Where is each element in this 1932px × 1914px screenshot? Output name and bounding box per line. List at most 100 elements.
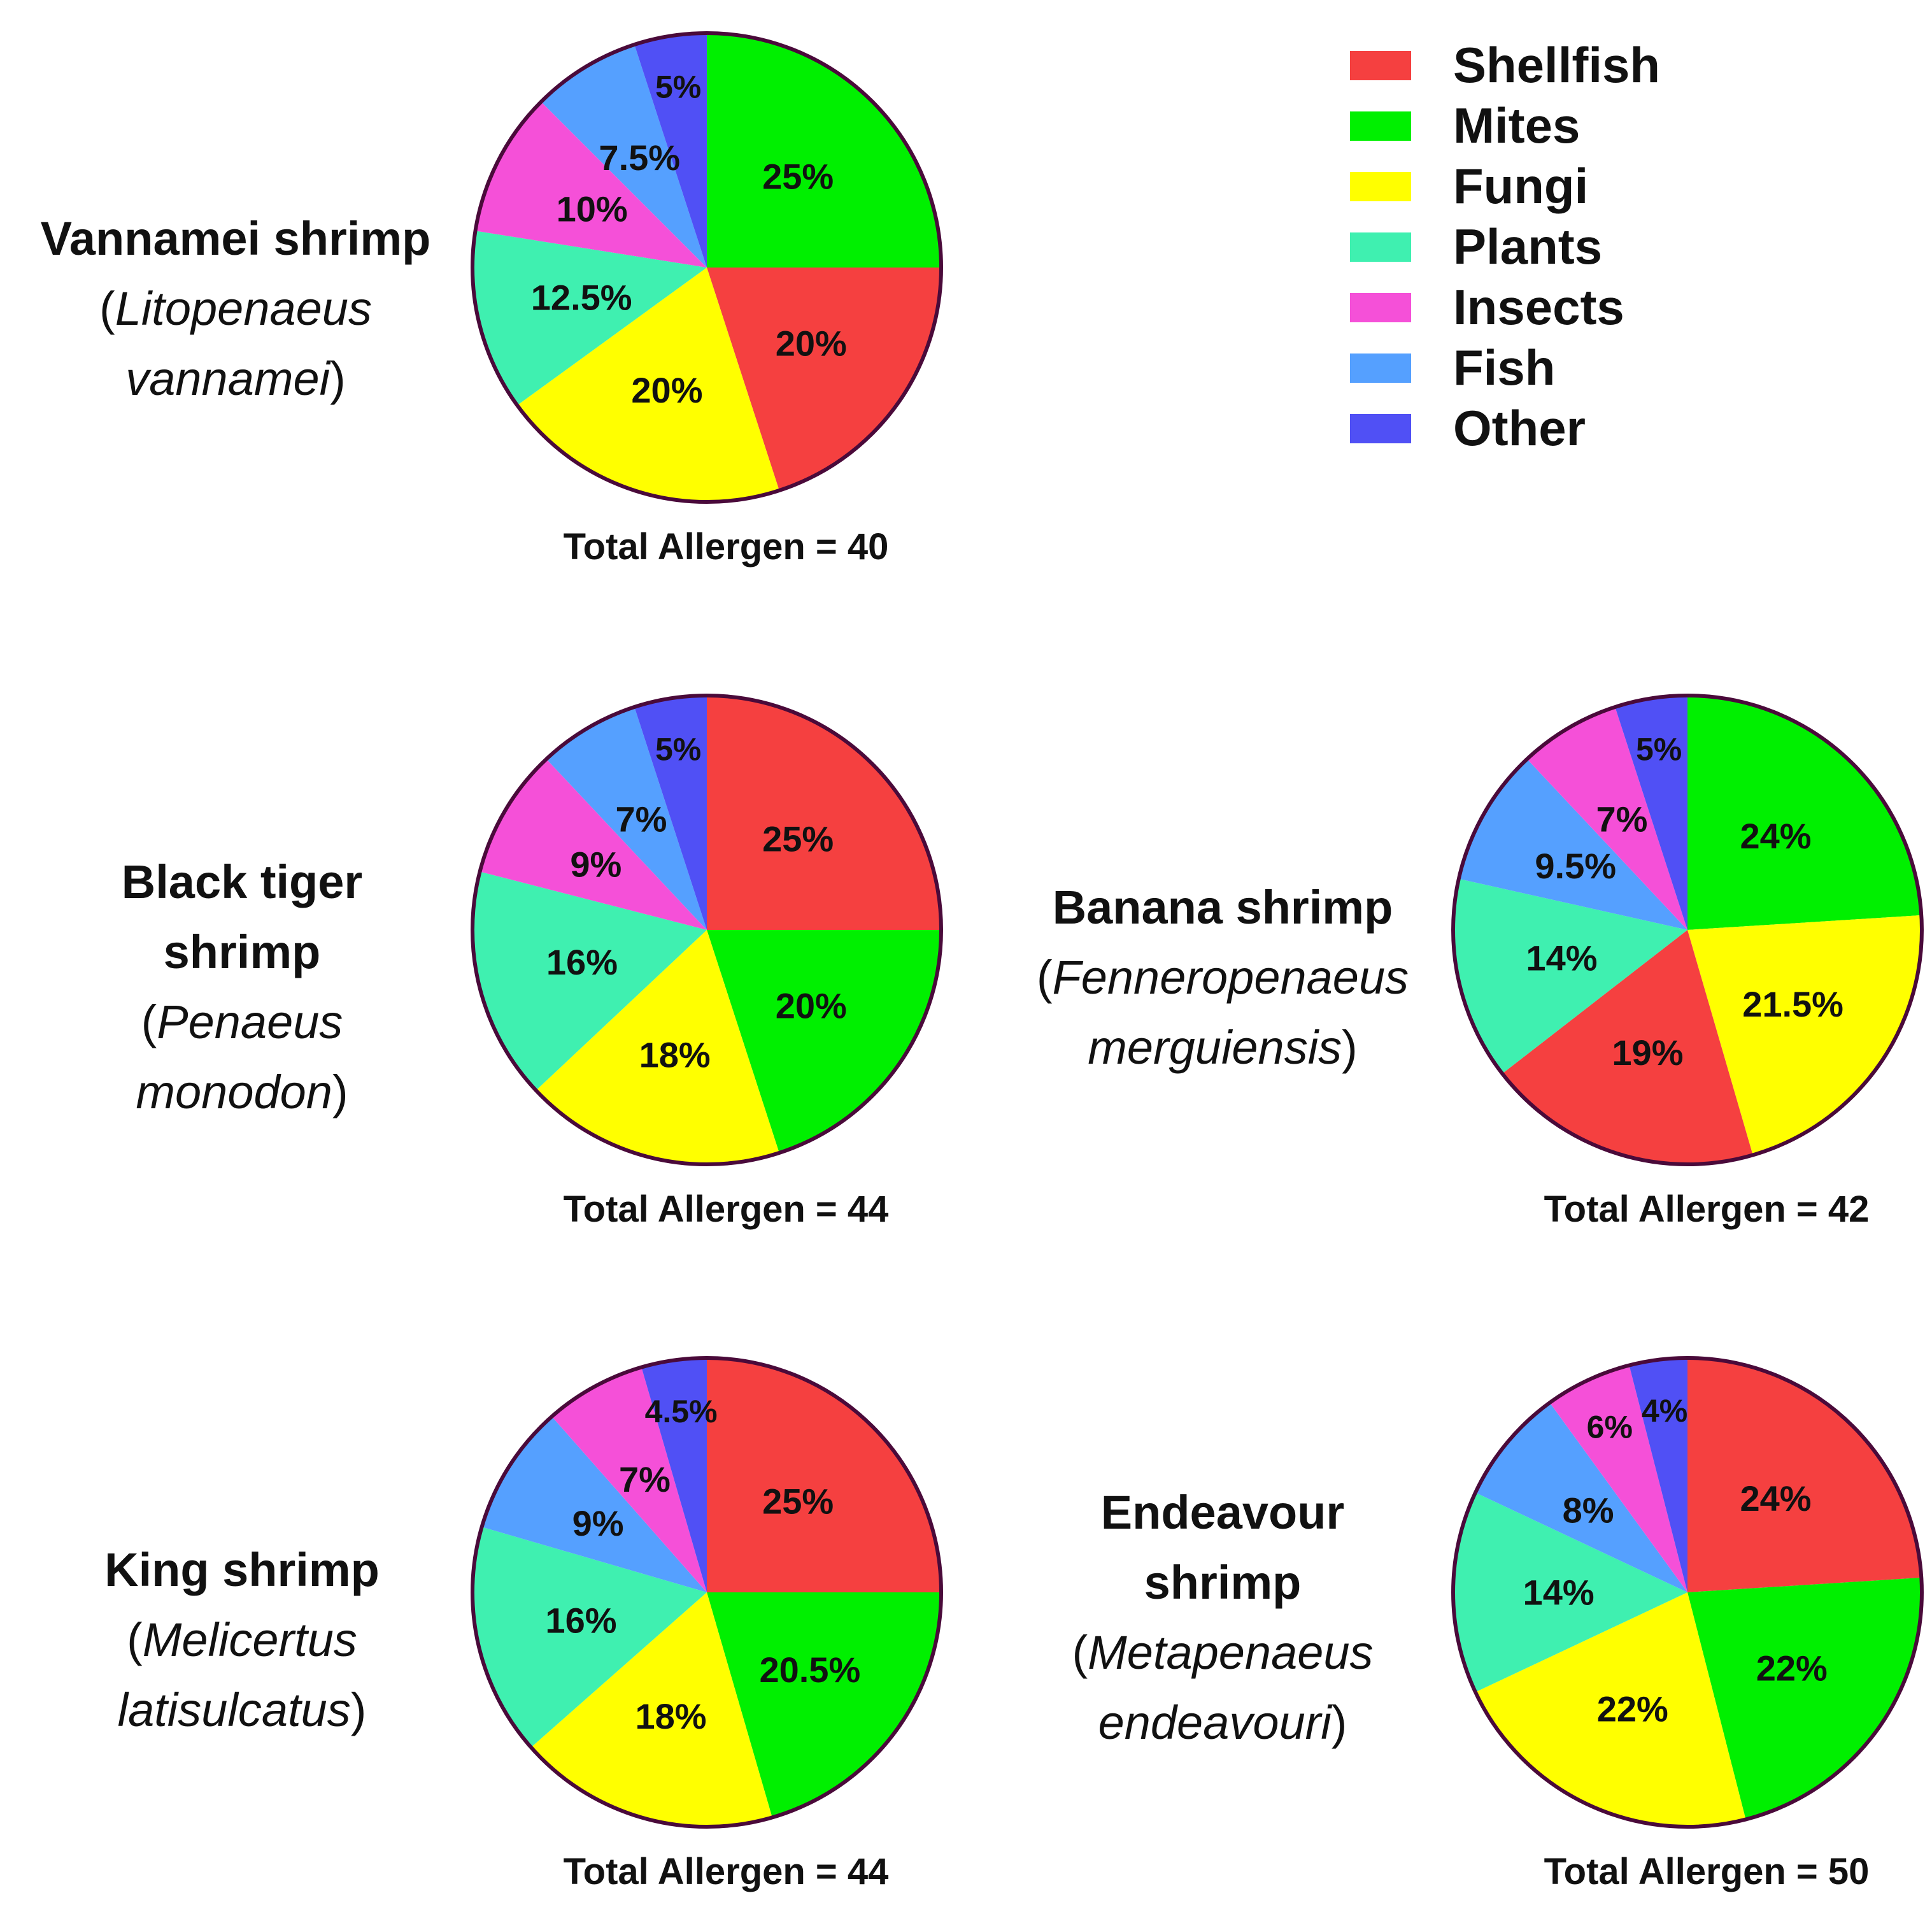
legend-label-fish: Fish [1453,339,1556,396]
pie-slice-king-shellfish [707,1358,941,1592]
pie-slice-king-insects [551,1367,707,1592]
total-allergen-vannamei: Total Allergen = 40 [563,526,889,568]
pie-label-banana-fungi: 21.5% [1742,984,1843,1024]
pie-slice-black-tiger-fungi [536,930,779,1164]
pie-slice-banana-shellfish [1502,930,1753,1164]
total-allergen-king: Total Allergen = 44 [563,1851,889,1892]
pie-label-black-tiger-fish: 7% [616,799,667,839]
species-title-banana: Banana shrimp (Fenneropenaeus merguiensi… [1012,873,1433,1083]
pie-slice-king-plants [472,1527,707,1748]
legend: Shellfish Mites Fungi Plants Insects Fis… [1350,35,1660,459]
common-name-banana: Banana shrimp [1052,881,1393,934]
total-allergen-endeavour: Total Allergen = 50 [1544,1851,1870,1892]
pie-label-vannamei-shellfish: 20% [776,323,847,363]
pie-label-black-tiger-other: 5% [655,731,701,767]
common-name-king: King shrimp [104,1543,380,1596]
pie-label-vannamei-insects: 10% [557,189,628,229]
pie-label-black-tiger-mites: 20% [776,985,847,1025]
pie-slice-vannamei-other [634,33,707,268]
pie-label-vannamei-plants: 12.5% [531,278,632,318]
pie-label-banana-shellfish: 19% [1612,1032,1683,1073]
pie-slice-black-tiger-plants [472,871,707,1090]
pie-label-vannamei-other: 5% [655,69,701,104]
pie-chart-black-tiger: 25% 20% 18% 16% 9% 7% 5% [471,694,943,1166]
pie-outline-vannamei [471,31,943,504]
legend-label-insects: Insects [1453,279,1624,335]
legend-label-plants: Plants [1453,218,1603,275]
pie-label-endeavour-fish: 8% [1563,1490,1614,1530]
pie-label-black-tiger-insects: 9% [570,844,622,884]
pie-label-banana-other: 5% [1636,731,1682,767]
pie-label-endeavour-shellfish: 24% [1740,1478,1812,1518]
pie-slice-banana-other [1615,696,1687,930]
pie-label-king-insects: 7% [619,1459,671,1499]
scientific-name-black-tiger-1: Penaeus [157,996,343,1048]
pie-slice-endeavour-other [1629,1358,1687,1592]
legend-item-insects: Insects [1350,277,1660,338]
pie-label-endeavour-plants: 14% [1523,1573,1595,1613]
pie-label-king-mites: 20.5% [759,1650,860,1690]
scientific-name-endeavour-1: Metapenaeus [1088,1626,1374,1679]
scientific-name-vannamei-1: Litopenaeus [115,282,372,335]
scientific-name-black-tiger-2: monodon [136,1066,332,1118]
pie-slice-endeavour-insects [1549,1365,1687,1592]
pie-slice-banana-plants [1453,878,1687,1074]
pie-label-endeavour-fungi: 22% [1597,1689,1668,1729]
legend-swatch-plants [1350,232,1411,262]
pie-slice-vannamei-fish [541,45,707,268]
pie-chart-vannamei: 25% 20% 20% 12.5% 10% 7.5% 5% [471,31,943,504]
pie-label-banana-fish: 9.5% [1535,846,1616,886]
pie-label-endeavour-insects: 6% [1587,1409,1633,1445]
pie-label-black-tiger-shellfish: 25% [762,818,834,859]
pie-label-vannamei-mites: 25% [762,156,834,196]
pie-slice-vannamei-plants [472,231,707,406]
pie-label-king-other: 4.5% [645,1394,718,1429]
legend-item-shellfish: Shellfish [1350,35,1660,96]
pie-label-black-tiger-plants: 16% [546,942,618,982]
common-name-endeavour-2: shrimp [1144,1556,1302,1609]
pie-label-vannamei-fungi: 20% [631,370,702,410]
pie-slice-black-tiger-other [634,696,707,930]
species-title-king: King shrimp (Melicertus latisulcatus) [13,1535,471,1745]
species-title-endeavour: Endeavour shrimp (Metapenaeus endeavouri… [1012,1478,1433,1758]
legend-label-fungi: Fungi [1453,158,1589,214]
pie-slice-endeavour-mites [1687,1577,1922,1820]
pie-slice-endeavour-plants [1453,1492,1687,1692]
pie-chart-banana: 24% 21.5% 19% 14% 9.5% 7% 5% [1451,694,1924,1166]
scientific-name-king-1: Melicertus [142,1613,357,1666]
pie-slice-endeavour-fungi [1475,1592,1746,1827]
legend-item-fungi: Fungi [1350,156,1660,217]
legend-label-mites: Mites [1453,97,1580,154]
pie-slice-vannamei-fungi [517,268,779,502]
common-name-black-tiger-1: Black tiger [121,855,363,908]
legend-item-other: Other [1350,398,1660,459]
legend-item-fish: Fish [1350,338,1660,398]
legend-item-mites: Mites [1350,96,1660,156]
pie-label-vannamei-fish: 7.5% [599,138,680,178]
pie-label-endeavour-other: 4% [1642,1393,1687,1429]
pie-slice-endeavour-fish [1475,1403,1687,1592]
pie-slice-king-fish [481,1416,707,1592]
pie-slice-vannamei-shellfish [707,268,941,490]
pie-slice-vannamei-mites [707,33,941,268]
legend-swatch-fungi [1350,171,1411,201]
legend-swatch-other [1350,413,1411,443]
common-name-vannamei: Vannamei shrimp [40,212,431,265]
pie-outline-black-tiger [471,694,943,1166]
scientific-name-banana-2: merguiensis [1088,1021,1342,1074]
pie-slice-black-tiger-insects [479,759,707,930]
pie-slice-banana-mites [1687,696,1922,930]
pie-label-king-fish: 9% [572,1503,624,1543]
species-title-black-tiger: Black tiger shrimp (Penaeus monodon) [13,847,471,1127]
pie-chart-king: 25% 20.5% 18% 16% 9%7% 4.5% [471,1356,943,1829]
pie-slice-banana-fungi [1687,915,1922,1155]
legend-label-other: Other [1453,400,1586,456]
pie-label-king-plants: 16% [545,1601,616,1641]
legend-swatch-fish [1350,353,1411,383]
scientific-name-king-2: latisulcatus [117,1683,351,1736]
scientific-name-vannamei-2: vannamei [125,352,330,405]
common-name-endeavour-1: Endeavour [1100,1486,1345,1539]
pie-label-king-shellfish: 25% [762,1481,834,1521]
total-allergen-banana: Total Allergen = 42 [1544,1189,1870,1230]
